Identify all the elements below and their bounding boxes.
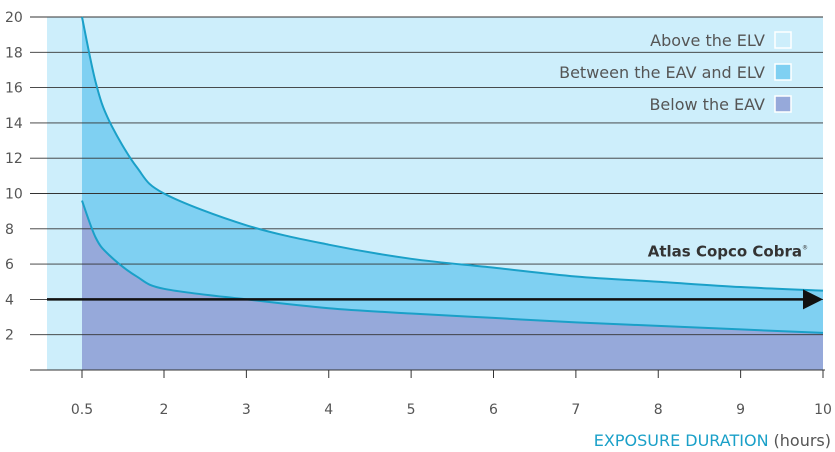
annotation-label: Atlas Copco Cobra® (648, 243, 808, 261)
x-tick-label: 6 (489, 402, 498, 418)
y-tick-label: 20 (5, 10, 23, 26)
x-tick-label: 8 (654, 402, 663, 418)
y-tick-label: 14 (5, 116, 23, 132)
y-tick-label: 2 (5, 328, 14, 344)
y-tick-labels: 2 4 6 8 10 12 14 16 18 20 (5, 10, 23, 344)
y-tick-label: 8 (5, 222, 14, 238)
y-tick-label: 10 (5, 187, 23, 203)
registered-mark: ® (802, 245, 808, 252)
y-tick-label: 16 (5, 81, 23, 97)
area-between-eav-elv (47, 17, 823, 370)
x-tick-label: 2 (160, 402, 169, 418)
legend-label: Above the ELV (650, 31, 765, 50)
legend-label: Below the EAV (649, 95, 765, 114)
y-tick-label: 18 (5, 45, 23, 61)
elv-curve (81, 16, 824, 292)
legend-swatch (774, 95, 792, 113)
series-curves (81, 16, 824, 334)
x-tick-label: 3 (242, 402, 251, 418)
x-tick-label: 7 (571, 402, 580, 418)
x-axis-title-unit: (hours) (774, 431, 831, 450)
legend: Above the ELV Between the EAV and ELV Belo… (559, 31, 792, 114)
x-tick-label: 4 (324, 402, 333, 418)
x-axis-title: EXPOSURE DURATION (hours) (594, 431, 831, 450)
x-tick-label: 5 (407, 402, 416, 418)
x-tick-label: 10 (814, 402, 832, 418)
x-tick-labels: 0.5 2 3 4 5 6 7 8 9 10 (71, 402, 832, 418)
x-tick-label: 9 (736, 402, 745, 418)
y-tick-label: 4 (5, 292, 14, 308)
annotation: Atlas Copco Cobra® (47, 243, 823, 310)
area-below-eav (47, 200, 823, 370)
eav-curve (81, 200, 824, 334)
legend-label: Between the EAV and ELV (559, 63, 765, 82)
legend-swatch (774, 31, 792, 49)
y-tick-label: 6 (5, 257, 14, 273)
arrow-head (803, 289, 823, 310)
axes (30, 369, 825, 378)
x-tick-label: 0.5 (71, 402, 93, 418)
legend-swatch (774, 63, 792, 81)
annotation-text: Atlas Copco Cobra (648, 243, 802, 261)
y-tick-label: 12 (5, 151, 23, 167)
x-axis-title-main: EXPOSURE DURATION (594, 431, 769, 450)
